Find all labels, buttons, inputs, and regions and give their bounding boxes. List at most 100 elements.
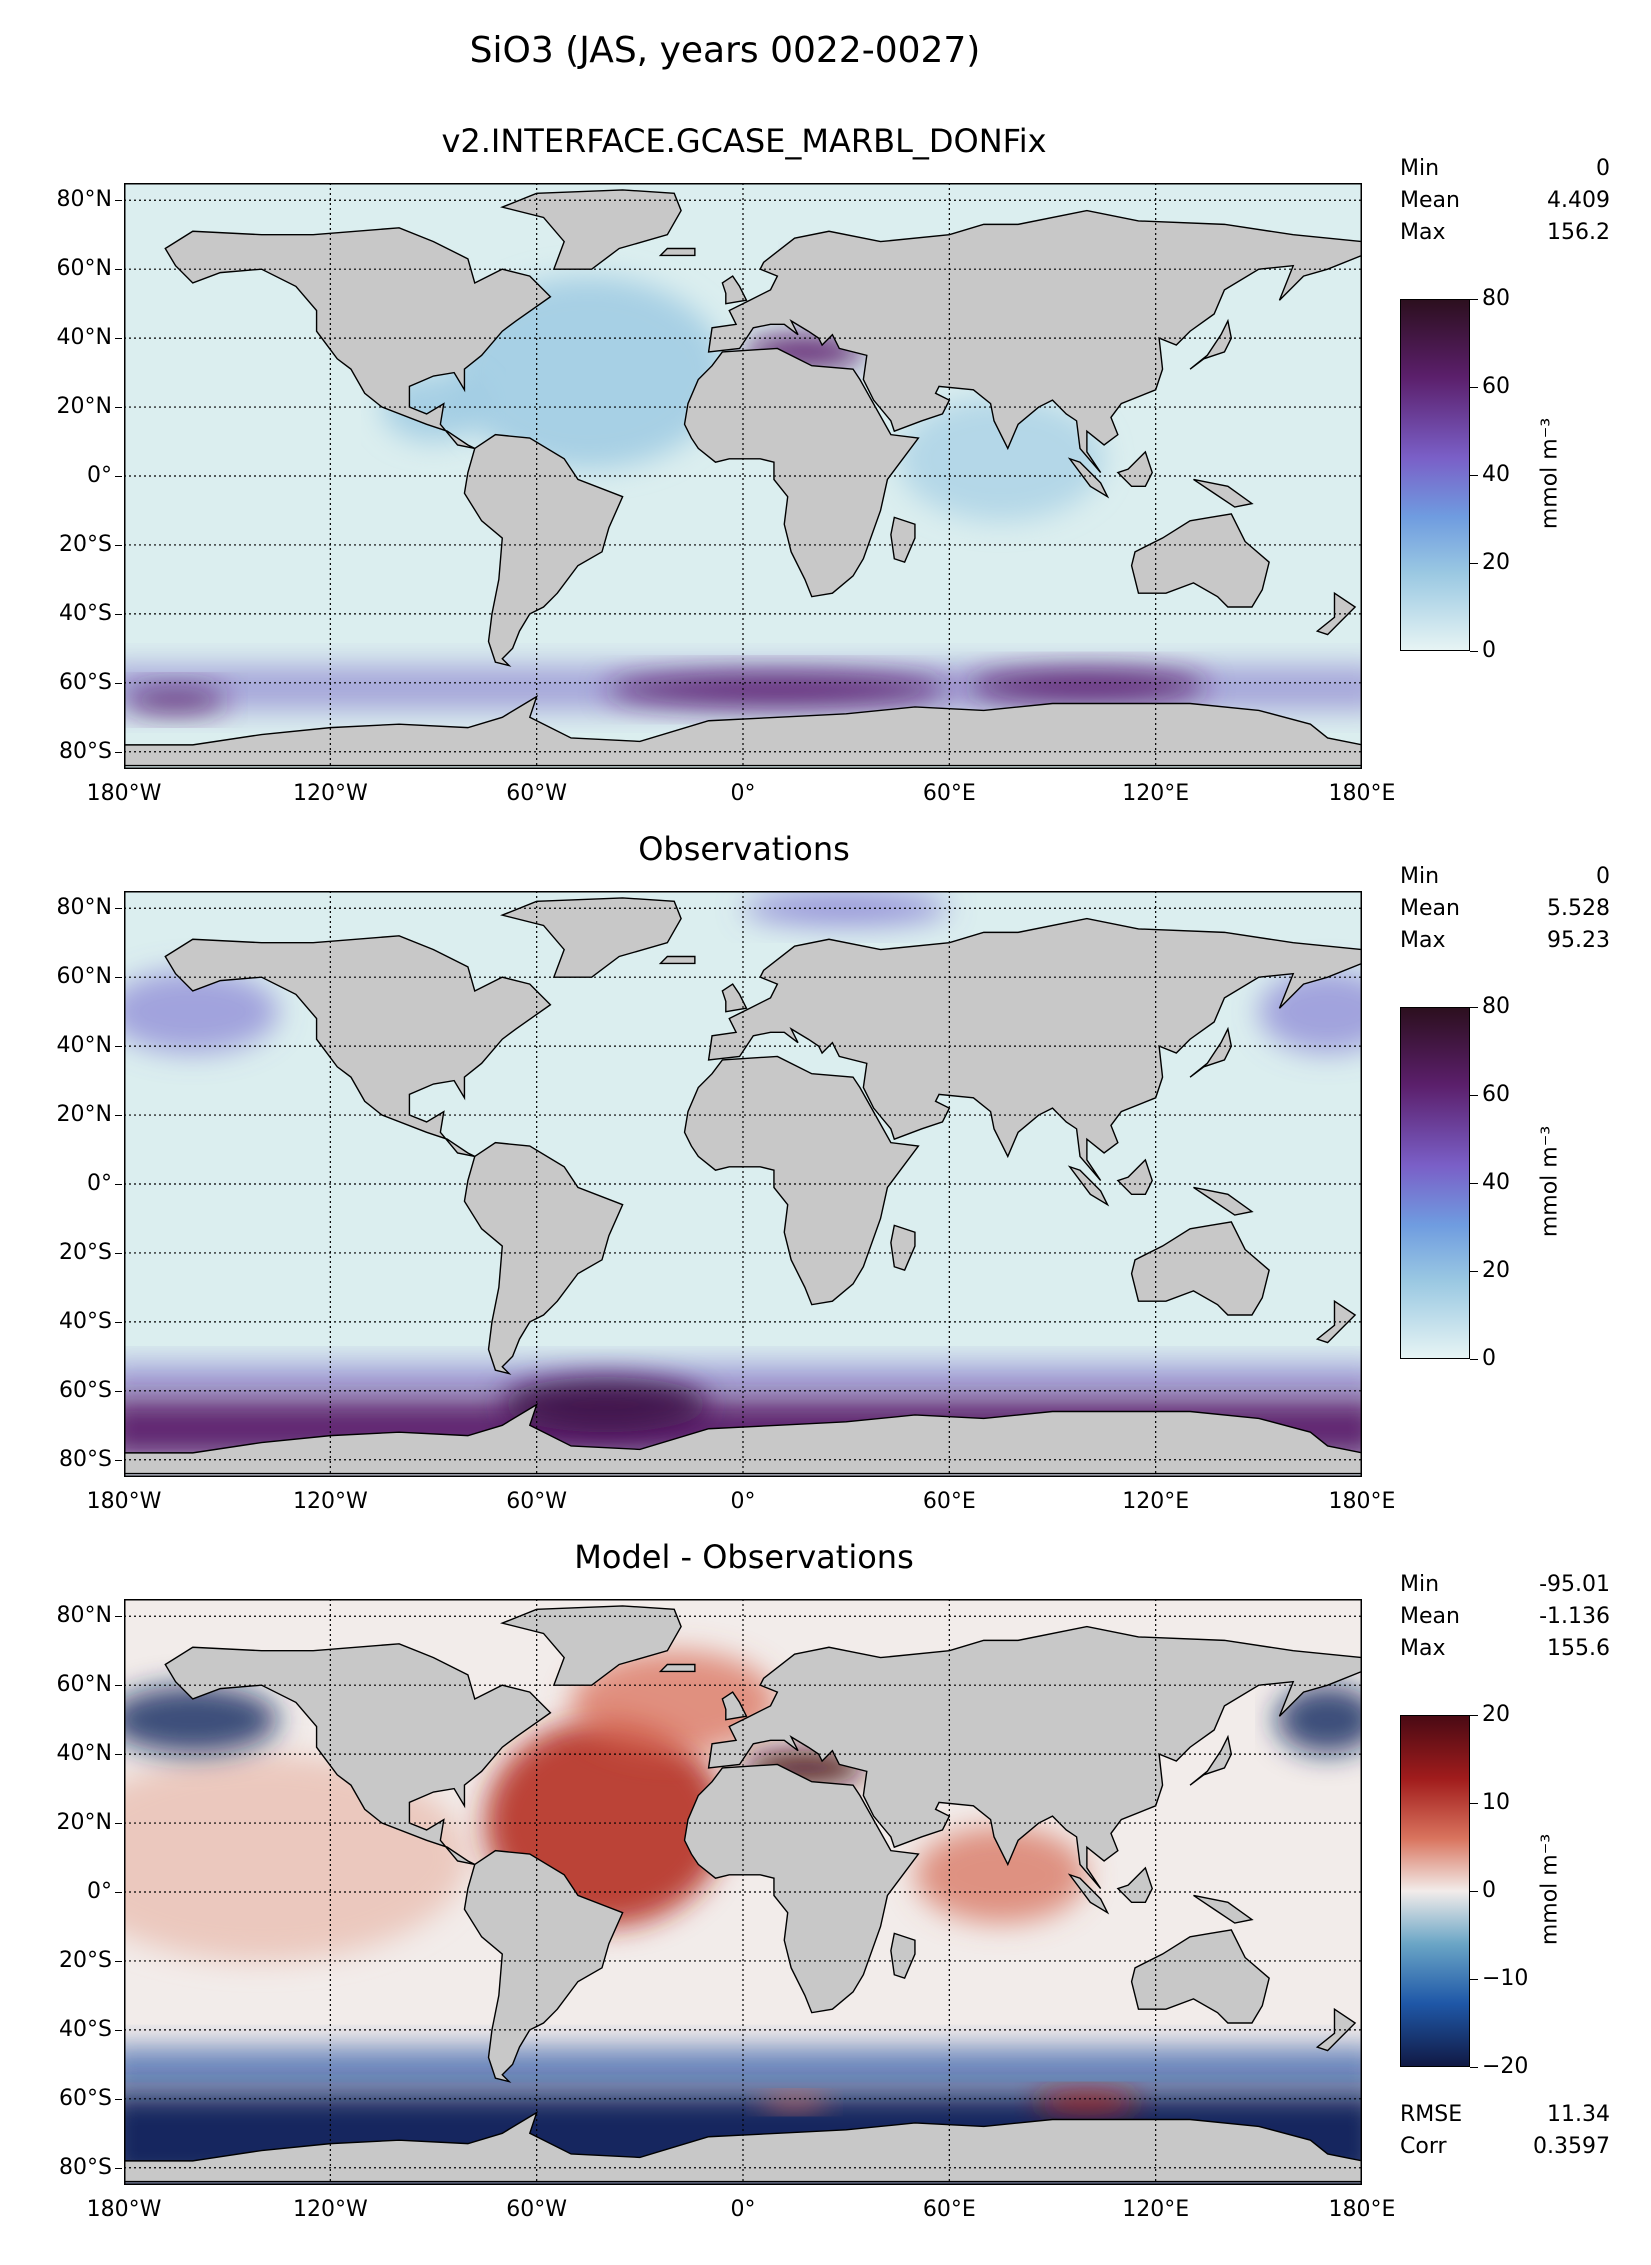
- map-svg: [124, 183, 1362, 769]
- natl-field: [571, 1650, 778, 1755]
- x-tick-label: 180°E: [1328, 2197, 1396, 2222]
- colorbar-tick-label: 0: [1470, 638, 1496, 663]
- x-tick-label: 120°W: [292, 781, 368, 806]
- stats-box: Min 0 Mean 4.409 Max 156.2: [1400, 153, 1610, 249]
- land-mass: [658, 1663, 696, 1673]
- y-tick-label: 80°N: [0, 189, 122, 211]
- land-mass: [164, 1643, 552, 1866]
- colorbar-tick-label: 80: [1470, 994, 1510, 1019]
- land-mass: [1067, 1165, 1110, 1207]
- extra-stats-box: RMSE 11.34 Corr 0.3597: [1400, 2099, 1610, 2163]
- land-mass: [1116, 450, 1153, 488]
- stat-label: Max: [1400, 928, 1446, 953]
- colorbar-gradient: [1400, 1007, 1470, 1359]
- land-mass: [1189, 1734, 1233, 1786]
- land-mass: [683, 1055, 920, 1306]
- colorbar-tick-label: 60: [1470, 1082, 1510, 1107]
- stat-value: 155.6: [1547, 1636, 1610, 1661]
- stat-label: Mean: [1400, 1604, 1460, 1629]
- land-mass: [890, 1932, 916, 1980]
- stat-label: Max: [1400, 220, 1446, 245]
- land-mass: [890, 516, 916, 564]
- stat-row: Max 95.23: [1400, 925, 1610, 957]
- land-mass: [1189, 1026, 1233, 1078]
- colorbar-tick-label: 60: [1470, 374, 1510, 399]
- y-tick-label: 20°S: [0, 1241, 122, 1264]
- y-tick-label: 80°N: [0, 897, 122, 919]
- stat-row: Min -95.01: [1400, 1569, 1610, 1601]
- y-tick-label: 60°N: [0, 258, 122, 280]
- southern-high-atlantic: [605, 672, 950, 707]
- indian-pos-field: [914, 1826, 1087, 1924]
- y-tick-label: 20°N: [0, 1812, 122, 1834]
- y-tick-label: 40°N: [0, 1035, 122, 1057]
- map-panel: [124, 1599, 1362, 2185]
- land-mass: [658, 955, 696, 965]
- stat-value: 4.409: [1547, 188, 1610, 213]
- land-mass: [707, 1625, 1362, 1890]
- map-frame: [124, 183, 1362, 769]
- map-svg: [124, 1599, 1362, 2185]
- land-mass: [721, 983, 748, 1013]
- colorbar: 20 10 0 −10 −20 mmol m⁻³: [1400, 1704, 1563, 2078]
- y-tick-label: 40°S: [0, 602, 122, 625]
- y-tick-label: 80°N: [0, 1605, 122, 1627]
- colorbar-gradient: [1400, 1715, 1470, 2067]
- x-tick-label: 0°: [730, 1489, 756, 1514]
- colorbar-gradient: [1400, 299, 1470, 651]
- land-mass: [1193, 1186, 1254, 1216]
- x-tick-label: 60°W: [506, 1489, 568, 1514]
- land-mass: [164, 935, 552, 1158]
- land-mass: [1315, 2007, 1357, 2052]
- colorbar: 80 60 40 20 0 mmol m⁻³: [1400, 288, 1563, 662]
- land-mass: [164, 227, 552, 450]
- y-tick-label: 0°: [0, 1173, 122, 1195]
- x-tick-label: 120°E: [1122, 2197, 1190, 2222]
- map-panel: [124, 183, 1362, 769]
- map-frame: [124, 891, 1362, 1477]
- stat-value: -1.136: [1539, 1604, 1610, 1629]
- y-tick-label: 80°S: [0, 2156, 122, 2179]
- map-frame: [124, 1599, 1362, 2185]
- land-mass: [1193, 1894, 1254, 1924]
- southern-high-pacific: [124, 686, 228, 714]
- npac-east-field: [1258, 970, 1362, 1053]
- stat-value: 0: [1596, 864, 1610, 889]
- stat-row: Max 155.6: [1400, 1633, 1610, 1665]
- npac-east-neg: [1276, 1685, 1362, 1755]
- stat-label: Min: [1400, 864, 1440, 889]
- y-tick-label: 40°S: [0, 2018, 122, 2041]
- stat-row: Mean -1.136: [1400, 1601, 1610, 1633]
- y-tick-label: 20°N: [0, 396, 122, 418]
- stat-label: Min: [1400, 1572, 1440, 1597]
- x-tick-label: 60°E: [922, 781, 976, 806]
- x-tick-label: 60°W: [506, 781, 568, 806]
- land-mass: [890, 1224, 916, 1272]
- arctic-field: [743, 891, 950, 926]
- land-mass: [707, 917, 1362, 1182]
- y-tick-label: 60°N: [0, 1674, 122, 1696]
- land-mass: [1130, 513, 1270, 608]
- stat-label: Min: [1400, 156, 1440, 181]
- y-tick-label: 40°N: [0, 327, 122, 349]
- atl-ss-pos: [760, 2095, 829, 2110]
- x-tick-label: 120°E: [1122, 781, 1190, 806]
- land-mass: [721, 275, 748, 305]
- map-panel: [124, 891, 1362, 1477]
- land-mass: [1315, 591, 1357, 636]
- land-mass: [1067, 1873, 1110, 1915]
- y-tick-label: 60°S: [0, 1379, 122, 1402]
- colorbar-tick-label: 40: [1470, 1170, 1510, 1195]
- weddell-field: [502, 1377, 709, 1433]
- stat-row: Mean 4.409: [1400, 185, 1610, 217]
- land-mass: [1193, 478, 1254, 508]
- y-tick-label: 0°: [0, 465, 122, 487]
- x-tick-label: 180°W: [86, 1489, 162, 1514]
- y-tick-label: 20°S: [0, 1949, 122, 1972]
- colorbar-tick-label: 40: [1470, 462, 1510, 487]
- y-tick-label: 40°N: [0, 1743, 122, 1765]
- land-mass: [1067, 457, 1110, 499]
- land-mass: [1130, 1929, 1270, 2024]
- colorbar-tick-label: 20: [1470, 1258, 1510, 1283]
- stat-value: 5.528: [1547, 896, 1610, 921]
